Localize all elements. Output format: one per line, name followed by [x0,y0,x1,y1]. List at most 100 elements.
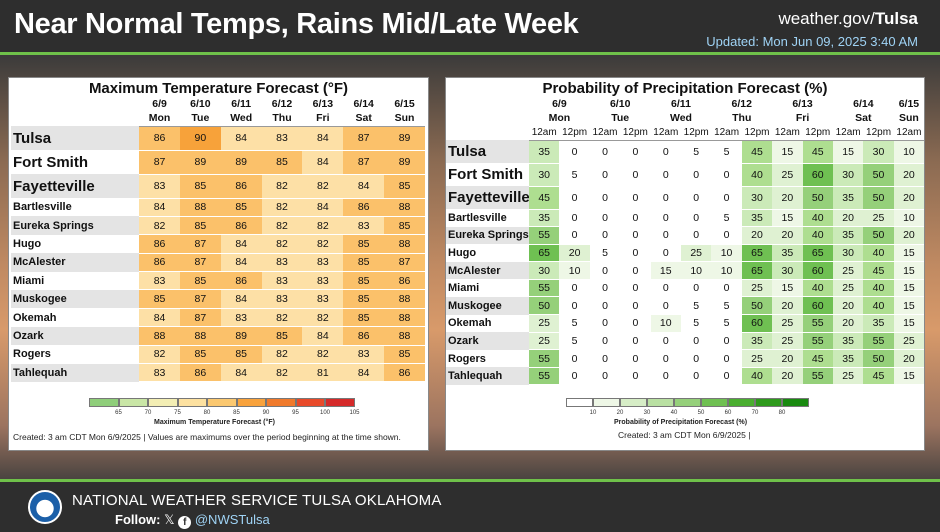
pop-value: 0 [589,332,621,351]
temp-day: Sat [343,111,385,127]
temp-value: 88 [179,326,221,346]
temp-city: Okemah [13,311,57,324]
pop-row: Fayetteville 45 0 0 0 0 0 0 30 20 50 35 50 20 [446,186,925,210]
pop-value: 0 [650,163,681,187]
temp-value: 85 [220,198,262,217]
pop-value: 40 [863,296,894,316]
pop-value: 35 [529,209,560,228]
pop-city: Tahlequah [446,367,529,385]
pop-value: 50 [802,186,833,210]
pop-value: 5 [711,209,742,228]
temp-date-row: 6/9 6/10 6/11 6/12 6/13 6/14 6/15 [11,97,425,111]
facebook-icon[interactable]: f [178,516,192,529]
temp-legend-tick: 70 [144,410,152,416]
pop-city: Hugo [448,246,477,259]
temp-value: 83 [302,271,344,291]
pop-value: 0 [620,186,651,210]
temp-value: 82 [302,345,344,365]
temp-legend-tick: 100 [319,410,331,416]
temp-value: 83 [220,308,262,328]
pop-created: Created: 3 am CDT Mon 6/9/2025 | [618,430,751,440]
pop-value: 10 [680,261,712,280]
pop-period: 12pm [741,125,773,141]
pop-legend-swatch [593,398,620,407]
pop-value: 0 [620,332,651,351]
pop-value: 0 [680,367,712,386]
pop-value: 5 [559,314,590,333]
pop-value: 20 [741,226,773,245]
temp-value: 85 [343,308,385,328]
temp-day: Wed [220,111,262,127]
temp-value: 82 [261,308,303,328]
pop-value: 5 [711,314,742,333]
header-bar [0,0,940,52]
pop-period: 12pm [863,125,894,141]
pop-value: 25 [741,349,773,368]
pop-period: 12am [893,125,925,141]
temp-value: 82 [261,345,303,365]
pop-value: 0 [589,226,621,245]
x-icon[interactable]: 𝕏 [164,512,175,527]
temp-value: 83 [343,216,385,236]
pop-period: 12am [772,125,803,141]
pop-value: 0 [620,314,651,333]
pop-value: 0 [680,226,712,245]
temp-value: 82 [261,363,303,383]
pop-legend-tick: 80 [778,410,786,416]
temp-value: 86 [139,253,180,273]
temp-row: Fayetteville 83 85 86 82 82 84 85 [11,174,425,199]
pop-value: 15 [650,261,681,280]
pop-value: 20 [772,186,803,210]
temp-value: 87 [179,253,221,273]
pop-city: Muskogee [446,296,529,315]
pop-value: 55 [863,332,894,351]
pop-value: 10 [893,140,925,164]
pop-value: 20 [772,226,803,245]
temp-value: 82 [302,234,344,254]
pop-value: 35 [863,314,894,333]
pop-corner [446,111,529,125]
temp-value: 86 [139,126,180,151]
temp-value: 87 [384,253,425,273]
pop-value: 0 [620,296,651,316]
temp-value: 84 [139,198,180,217]
temp-value: 84 [343,363,385,383]
pop-value: 45 [741,140,773,164]
pop-value: 35 [832,186,864,210]
pop-legend-tick: 60 [724,410,732,416]
pop-value: 20 [893,186,925,210]
temp-legend-title: Maximum Temperature Forecast (°F) [154,419,275,426]
pop-value: 5 [680,314,712,333]
temp-value: 85 [384,345,425,365]
temp-value: 83 [261,253,303,273]
temp-value: 87 [179,289,221,309]
pop-city: Eureka Springs [446,226,529,245]
pop-value: 35 [741,209,773,228]
temp-value: 86 [139,234,180,254]
pop-date: 6/15 [898,98,920,110]
temp-value: 88 [384,198,425,217]
pop-value: 0 [620,279,651,298]
pop-legend-title: Probability of Precipitation Forecast (%… [614,419,748,426]
temp-legend-swatch [89,398,119,407]
temp-legend-tick: 105 [349,410,360,416]
pop-day: Tue [611,112,630,124]
temp-day: Sun [384,111,425,127]
temp-value: 89 [220,150,262,175]
pop-value: 65 [529,244,560,263]
twitter-handle[interactable]: @NWSTulsa [194,512,270,527]
pop-city: Rogers [448,352,486,365]
pop-period: 12am [529,125,560,141]
pop-value: 0 [589,279,621,298]
temp-value: 89 [220,326,262,346]
pop-value: 20 [832,296,864,316]
pop-value: 25 [529,314,560,333]
pop-legend-tick: 40 [670,410,678,416]
temp-legend-bar [89,398,355,407]
temp-day: Fri [302,111,344,127]
pop-day-row: Mon Tue Wed Thu Fri Sat Sun [446,111,924,125]
pop-value: 20 [893,163,925,187]
header-divider [0,52,940,55]
site-link[interactable]: weather.gov/Tulsa [778,9,918,29]
temp-city: Bartlesville [13,201,72,214]
